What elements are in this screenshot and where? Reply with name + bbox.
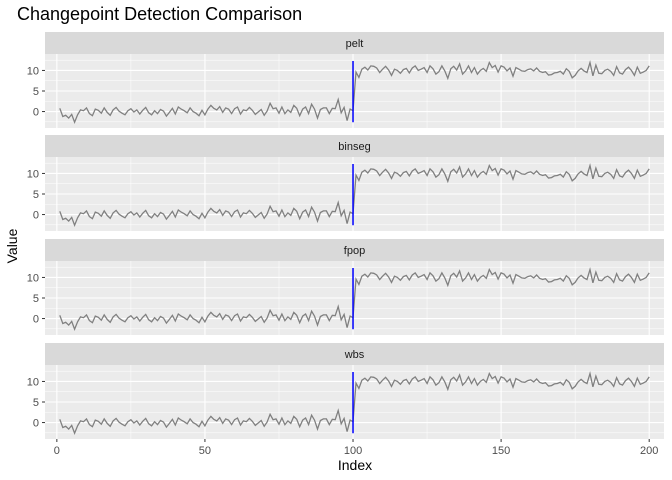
x-tick-label: 50: [199, 445, 211, 457]
strip-background: [45, 343, 664, 365]
y-tick-label: 0: [33, 210, 39, 222]
strip-background: [45, 135, 664, 157]
x-tick-label: 200: [640, 445, 658, 457]
strip-label-fpop: fpop: [344, 245, 365, 257]
y-tick-label: 10: [27, 376, 39, 388]
strip-background: [45, 239, 664, 261]
panel-binseg: binseg 0 5 10: [27, 135, 664, 231]
y-tick-label: 10: [27, 65, 39, 77]
strip-label-wbs: wbs: [344, 349, 365, 361]
facet-panels: pelt 0 5 10 binseg 0 5 10 fpop 0 5 10 wbs 0 5 10: [27, 32, 664, 439]
panel-pelt: pelt 0 5 10: [27, 32, 664, 128]
series-line: [59, 267, 650, 331]
y-tick-label: 5: [33, 86, 39, 98]
x-axis-label: Index: [338, 457, 372, 473]
panel-fpop: fpop 0 5 10: [27, 239, 664, 335]
y-tick-label: 5: [33, 189, 39, 201]
x-tick-label: 100: [344, 445, 362, 457]
series-line: [59, 163, 650, 227]
y-tick-label: 0: [33, 107, 39, 119]
y-tick-label: 10: [27, 168, 39, 180]
x-axis: 0 50 100 150 200: [54, 439, 658, 457]
strip-label-pelt: pelt: [346, 38, 364, 50]
y-tick-label: 0: [33, 418, 39, 430]
panel-wbs: wbs 0 5 10: [27, 343, 664, 439]
y-tick-label: 0: [33, 314, 39, 326]
chart-title: Changepoint Detection Comparison: [17, 4, 302, 24]
x-tick-label: 150: [492, 445, 510, 457]
y-tick-label: 10: [27, 272, 39, 284]
y-tick-label: 5: [33, 293, 39, 305]
x-tick-label: 0: [54, 445, 60, 457]
strip-label-binseg: binseg: [338, 141, 370, 153]
y-tick-label: 5: [33, 397, 39, 409]
series-line: [59, 371, 650, 435]
y-axis-label: Value: [4, 228, 20, 263]
strip-background: [45, 32, 664, 54]
series-line: [59, 60, 650, 124]
